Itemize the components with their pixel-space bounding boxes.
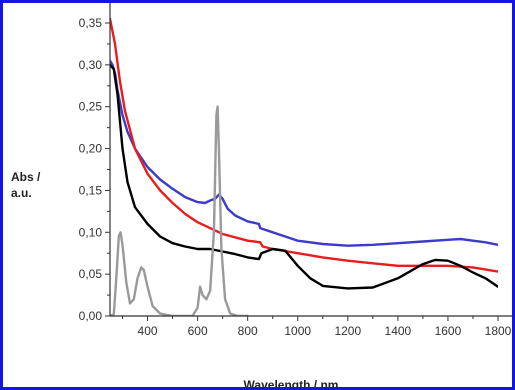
x-tick-label: 1000 [284, 324, 311, 338]
y-tick-label: 0,00 [79, 309, 103, 323]
y-tick-label: 0,35 [79, 16, 103, 30]
x-tick-label: 1200 [334, 324, 361, 338]
y-tick-label: 0,05 [79, 267, 103, 281]
x-tick-label: 1800 [485, 324, 512, 338]
y-axis-title-line1: Abs / [11, 170, 41, 184]
y-tick-label: 0,10 [79, 225, 103, 239]
axes-group: 0,00 0,05 0,10 0,15 0,20 0,25 0,30 0,35 400 600 80… [79, 3, 512, 338]
series-line-4 [110, 105, 249, 316]
series-line-2 [110, 17, 498, 273]
x-tick-label: 800 [238, 324, 258, 338]
absorption-spectrum-chart: 0,00 0,05 0,10 0,15 0,20 0,25 0,30 0,35 400 600 80… [11, 3, 512, 387]
x-tick-label: 1600 [435, 324, 462, 338]
series-line-3 [110, 63, 498, 290]
series-line-1 [110, 59, 498, 247]
y-axis-title-line2: a.u. [11, 186, 32, 200]
plot-series-group [110, 17, 498, 316]
x-tick-label: 400 [138, 324, 158, 338]
x-tick-label: 1400 [385, 324, 412, 338]
y-tick-label: 0,25 [79, 100, 103, 114]
y-tick-label: 0,15 [79, 183, 103, 197]
x-axis-title: Wavelength / nm [244, 378, 339, 387]
y-tick-label: 0,20 [79, 142, 103, 156]
x-tick-label: 600 [188, 324, 208, 338]
y-tick-label: 0,30 [79, 58, 103, 72]
